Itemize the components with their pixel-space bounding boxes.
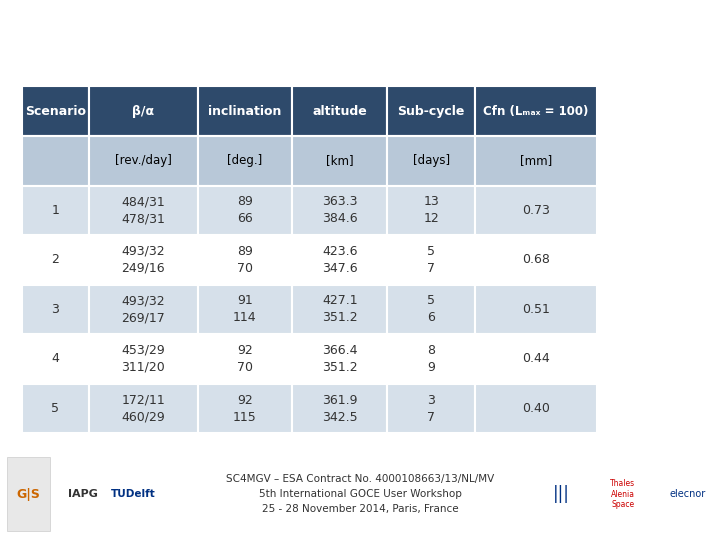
Text: 172/11
460/29: 172/11 460/29 bbox=[122, 394, 166, 423]
Text: 92
115: 92 115 bbox=[233, 394, 257, 423]
Text: IAPG: IAPG bbox=[68, 489, 98, 499]
FancyBboxPatch shape bbox=[197, 384, 292, 433]
Text: 0.68: 0.68 bbox=[522, 253, 550, 266]
FancyBboxPatch shape bbox=[197, 334, 292, 384]
FancyBboxPatch shape bbox=[475, 86, 597, 136]
Text: SC4MGV – ESA Contract No. 4000108663/13/NL/MV
5th International GOCE User Worksh: SC4MGV – ESA Contract No. 4000108663/13/… bbox=[226, 474, 494, 514]
FancyBboxPatch shape bbox=[89, 334, 197, 384]
Text: 13
12: 13 12 bbox=[423, 195, 439, 225]
Text: 5
7: 5 7 bbox=[427, 245, 435, 275]
FancyBboxPatch shape bbox=[387, 86, 475, 136]
Text: 4: 4 bbox=[52, 353, 59, 366]
FancyBboxPatch shape bbox=[475, 186, 597, 235]
Text: 366.4
351.2: 366.4 351.2 bbox=[322, 344, 358, 374]
FancyBboxPatch shape bbox=[292, 186, 387, 235]
FancyBboxPatch shape bbox=[387, 285, 475, 334]
Text: 427.1
351.2: 427.1 351.2 bbox=[322, 294, 358, 325]
FancyBboxPatch shape bbox=[475, 235, 597, 285]
Text: 89
66: 89 66 bbox=[237, 195, 253, 225]
Text: 3
7: 3 7 bbox=[427, 394, 435, 423]
FancyBboxPatch shape bbox=[387, 384, 475, 433]
FancyBboxPatch shape bbox=[22, 285, 89, 334]
FancyBboxPatch shape bbox=[475, 136, 597, 186]
FancyBboxPatch shape bbox=[22, 384, 89, 433]
FancyBboxPatch shape bbox=[475, 334, 597, 384]
Text: Thales
Alenia
Space: Thales Alenia Space bbox=[611, 479, 635, 509]
Text: 0.40: 0.40 bbox=[522, 402, 550, 415]
Text: 423.6
347.6: 423.6 347.6 bbox=[322, 245, 358, 275]
Text: inclination: inclination bbox=[208, 105, 282, 118]
FancyBboxPatch shape bbox=[89, 235, 197, 285]
Text: 89
70: 89 70 bbox=[237, 245, 253, 275]
FancyBboxPatch shape bbox=[22, 235, 89, 285]
Text: 2: 2 bbox=[52, 253, 59, 266]
FancyBboxPatch shape bbox=[22, 334, 89, 384]
FancyBboxPatch shape bbox=[292, 285, 387, 334]
Text: 5
6: 5 6 bbox=[427, 294, 435, 325]
Text: [days]: [days] bbox=[413, 154, 449, 167]
FancyBboxPatch shape bbox=[22, 86, 89, 136]
Text: Sub-cycle: Sub-cycle bbox=[397, 105, 464, 118]
FancyBboxPatch shape bbox=[292, 86, 387, 136]
Text: 92
70: 92 70 bbox=[237, 344, 253, 374]
Text: 453/29
311/20: 453/29 311/20 bbox=[122, 344, 166, 374]
Text: altitude: altitude bbox=[312, 105, 367, 118]
FancyBboxPatch shape bbox=[197, 285, 292, 334]
FancyBboxPatch shape bbox=[7, 457, 50, 531]
FancyBboxPatch shape bbox=[387, 136, 475, 186]
FancyBboxPatch shape bbox=[387, 186, 475, 235]
FancyBboxPatch shape bbox=[197, 235, 292, 285]
Text: 0.73: 0.73 bbox=[522, 204, 550, 217]
FancyBboxPatch shape bbox=[89, 136, 197, 186]
Text: [rev./day]: [rev./day] bbox=[115, 154, 172, 167]
Text: TUDelft: TUDelft bbox=[111, 489, 156, 499]
Text: 493/32
269/17: 493/32 269/17 bbox=[122, 294, 166, 325]
Text: [deg.]: [deg.] bbox=[228, 154, 263, 167]
FancyBboxPatch shape bbox=[292, 136, 387, 186]
FancyBboxPatch shape bbox=[292, 235, 387, 285]
Text: 3: 3 bbox=[52, 303, 59, 316]
FancyBboxPatch shape bbox=[89, 285, 197, 334]
FancyBboxPatch shape bbox=[22, 186, 89, 235]
FancyBboxPatch shape bbox=[387, 235, 475, 285]
Text: 363.3
384.6: 363.3 384.6 bbox=[322, 195, 358, 225]
FancyBboxPatch shape bbox=[387, 334, 475, 384]
Text: 8
9: 8 9 bbox=[427, 344, 435, 374]
Text: G|S: G|S bbox=[17, 488, 41, 501]
Text: Scenarios: Scenarios bbox=[360, 34, 527, 63]
FancyBboxPatch shape bbox=[89, 86, 197, 136]
FancyBboxPatch shape bbox=[475, 285, 597, 334]
Text: elecnor: elecnor bbox=[670, 489, 706, 499]
FancyBboxPatch shape bbox=[22, 136, 89, 186]
FancyBboxPatch shape bbox=[89, 186, 197, 235]
Text: 361.9
342.5: 361.9 342.5 bbox=[322, 394, 358, 423]
Text: [km]: [km] bbox=[326, 154, 354, 167]
Text: Cfn (Lₘₐₓ = 100): Cfn (Lₘₐₓ = 100) bbox=[483, 105, 589, 118]
Text: 1: 1 bbox=[52, 204, 59, 217]
FancyBboxPatch shape bbox=[89, 384, 197, 433]
Text: 5: 5 bbox=[51, 402, 60, 415]
FancyBboxPatch shape bbox=[475, 384, 597, 433]
FancyBboxPatch shape bbox=[292, 384, 387, 433]
Text: Baseline: Baseline bbox=[221, 34, 360, 63]
Text: 0.51: 0.51 bbox=[522, 303, 550, 316]
FancyBboxPatch shape bbox=[197, 136, 292, 186]
Text: 493/32
249/16: 493/32 249/16 bbox=[122, 245, 165, 275]
FancyBboxPatch shape bbox=[197, 86, 292, 136]
FancyBboxPatch shape bbox=[197, 186, 292, 235]
Text: Scenario: Scenario bbox=[25, 105, 86, 118]
Text: [mm]: [mm] bbox=[520, 154, 552, 167]
Text: |||: ||| bbox=[553, 485, 570, 503]
Text: 484/31
478/31: 484/31 478/31 bbox=[122, 195, 166, 225]
FancyBboxPatch shape bbox=[292, 334, 387, 384]
Text: 0.44: 0.44 bbox=[522, 353, 550, 366]
Text: β/α: β/α bbox=[132, 105, 155, 118]
Text: 91
114: 91 114 bbox=[233, 294, 257, 325]
